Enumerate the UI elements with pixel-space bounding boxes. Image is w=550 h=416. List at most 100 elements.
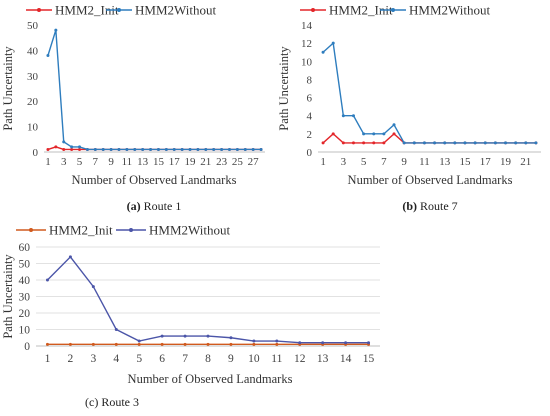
data-point: [204, 147, 208, 151]
x-tick-label: 1: [45, 156, 51, 168]
y-tick-label: 40: [19, 275, 31, 287]
x-tick-label: 15: [459, 156, 471, 168]
x-tick-label: 7: [381, 156, 387, 168]
data-point: [412, 141, 416, 145]
data-point: [206, 342, 210, 346]
data-point: [433, 141, 437, 145]
y-tick-label: 12: [301, 38, 312, 50]
data-point: [321, 141, 325, 145]
data-point: [443, 141, 447, 145]
data-point: [91, 285, 95, 289]
data-point: [453, 141, 457, 145]
data-point: [351, 114, 355, 118]
data-point: [275, 339, 279, 343]
legend-label: HMM2_Init: [329, 3, 393, 18]
data-point: [367, 341, 371, 345]
data-point: [117, 147, 121, 151]
figure-caption: (b) Route 7: [402, 199, 457, 213]
legend-marker: [37, 8, 41, 12]
y-tick-label: 0: [24, 341, 30, 353]
data-point: [188, 147, 192, 151]
caption-text: Route 7: [417, 199, 458, 213]
x-tick-label: 13: [439, 156, 451, 168]
data-point: [62, 140, 66, 144]
legend-label: HMM2_Init: [55, 3, 119, 18]
x-tick-label: 4: [113, 353, 119, 365]
data-point: [133, 147, 137, 151]
data-point: [463, 141, 467, 145]
data-point: [235, 147, 239, 151]
series-line-2: [322, 41, 536, 144]
x-tick-label: 13: [317, 353, 329, 365]
caption-text: (c) Route 3: [85, 395, 139, 409]
data-point: [149, 147, 153, 151]
data-point: [70, 147, 74, 151]
data-point: [321, 341, 325, 345]
data-point: [534, 141, 538, 145]
x-tick-label: 10: [248, 353, 260, 365]
x-tick-label: 5: [136, 353, 142, 365]
legend-marker: [391, 8, 395, 12]
legend-marker: [29, 228, 33, 232]
x-tick-label: 11: [122, 156, 133, 168]
data-point: [101, 147, 105, 151]
x-tick-label: 2: [68, 353, 74, 365]
data-point: [45, 278, 49, 282]
x-tick-label: 27: [248, 156, 260, 168]
data-point: [54, 145, 58, 149]
y-tick-label: 50: [19, 259, 31, 271]
data-point: [93, 147, 97, 151]
data-point: [91, 342, 95, 346]
x-tick-label: 15: [363, 353, 375, 365]
x-tick-label: 9: [108, 156, 114, 168]
x-tick-label: 14: [340, 353, 352, 365]
x-tick-label: 9: [401, 156, 407, 168]
x-tick-label: 11: [271, 353, 282, 365]
data-point: [392, 132, 396, 136]
x-tick-label: 1: [45, 353, 51, 365]
data-point: [351, 141, 355, 145]
x-tick-label: 23: [216, 156, 228, 168]
x-tick-label: 17: [169, 156, 181, 168]
data-point: [341, 141, 345, 145]
x-tick-label: 11: [419, 156, 430, 168]
figure-caption: (a) Route 1: [127, 199, 182, 213]
caption-label: (b): [402, 199, 417, 213]
legend-marker: [129, 228, 133, 232]
data-point: [227, 147, 231, 151]
data-point: [85, 147, 89, 151]
data-point: [68, 255, 72, 259]
x-tick-label: 3: [341, 156, 347, 168]
data-point: [114, 328, 118, 331]
y-axis-title: Path Uncertainty: [277, 46, 291, 131]
x-tick-label: 25: [232, 156, 244, 168]
data-point: [172, 147, 176, 151]
data-point: [54, 28, 58, 32]
data-point: [109, 147, 113, 151]
x-tick-label: 21: [200, 156, 211, 168]
series-line-2: [47, 29, 262, 151]
x-axis-title: Number of Observed Landmarks: [72, 173, 237, 187]
data-point: [46, 147, 50, 151]
data-point: [243, 147, 247, 151]
x-tick-label: 13: [137, 156, 149, 168]
y-axis-title: Path Uncertainty: [1, 254, 15, 339]
data-point: [259, 147, 263, 151]
y-tick-label: 30: [27, 71, 39, 83]
data-point: [180, 147, 184, 151]
x-tick-label: 1: [320, 156, 326, 168]
data-point: [68, 342, 72, 346]
data-point: [183, 334, 187, 338]
data-point: [196, 147, 200, 151]
data-point: [372, 132, 376, 136]
data-point: [212, 147, 216, 151]
data-point: [321, 50, 325, 54]
data-point: [344, 341, 348, 345]
x-tick-label: 19: [185, 156, 197, 168]
y-tick-label: 50: [27, 20, 39, 32]
data-point: [206, 334, 210, 338]
